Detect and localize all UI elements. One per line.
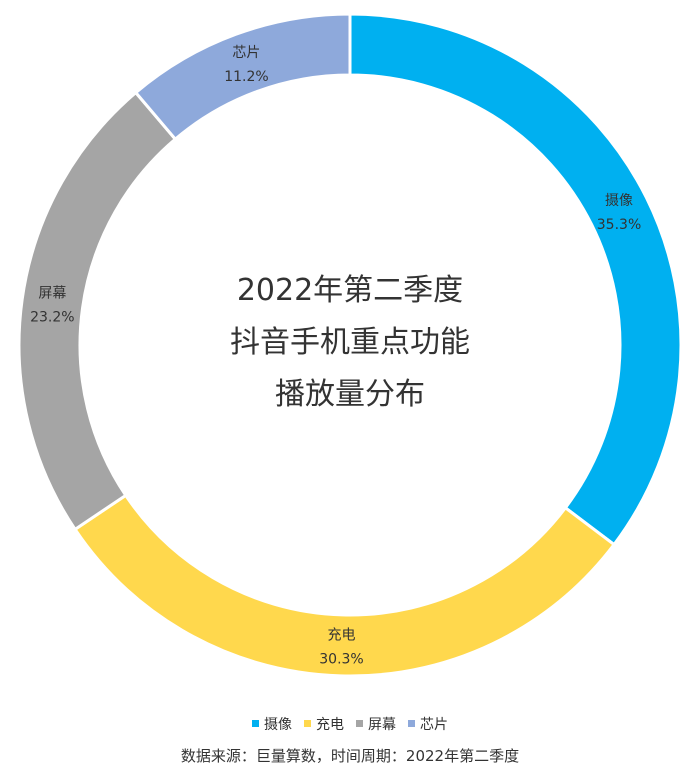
slice-value-label: 23.2%: [30, 310, 74, 326]
slice-labels: 摄像 35.3% 充电 30.3% 屏幕 23.2% 芯片 11.2%: [30, 45, 641, 667]
slice-category-label: 充电: [328, 627, 356, 643]
slice-category-label: 屏幕: [38, 286, 66, 302]
legend-label: 充电: [316, 717, 344, 733]
legend-item: 芯片: [408, 714, 448, 734]
legend-label: 芯片: [420, 717, 448, 733]
donut-slice-4: [133, 12, 352, 142]
chart-title-line: 2022年第二季度: [237, 273, 463, 308]
donut-slices: [17, 12, 683, 678]
slice-value-label: 35.3%: [597, 217, 641, 233]
source-note: 数据来源：巨量算数，时间周期：2022年第二季度: [180, 747, 520, 765]
slice-value-label: 11.2%: [224, 69, 268, 85]
donut-slice-1: [348, 12, 683, 547]
slice-category-label: 摄像: [605, 193, 633, 209]
slice-value-label: 30.3%: [319, 651, 363, 667]
legend-item: 屏幕: [356, 714, 396, 734]
donut-slice-2: [72, 493, 617, 678]
legend-swatch: [408, 720, 415, 727]
legend-label: 摄像: [264, 717, 292, 733]
legend-label: 屏幕: [368, 717, 396, 733]
legend-swatch: [252, 720, 259, 727]
legend-swatch: [356, 720, 363, 727]
chart-title-line: 抖音手机重点功能: [230, 325, 470, 360]
legend: 摄像 充电 屏幕 芯片: [0, 714, 700, 734]
legend-item: 摄像: [252, 714, 292, 734]
chart-title-line: 播放量分布: [275, 377, 425, 412]
legend-item: 充电: [304, 714, 344, 734]
legend-swatch: [304, 720, 311, 727]
slice-category-label: 芯片: [232, 45, 260, 61]
